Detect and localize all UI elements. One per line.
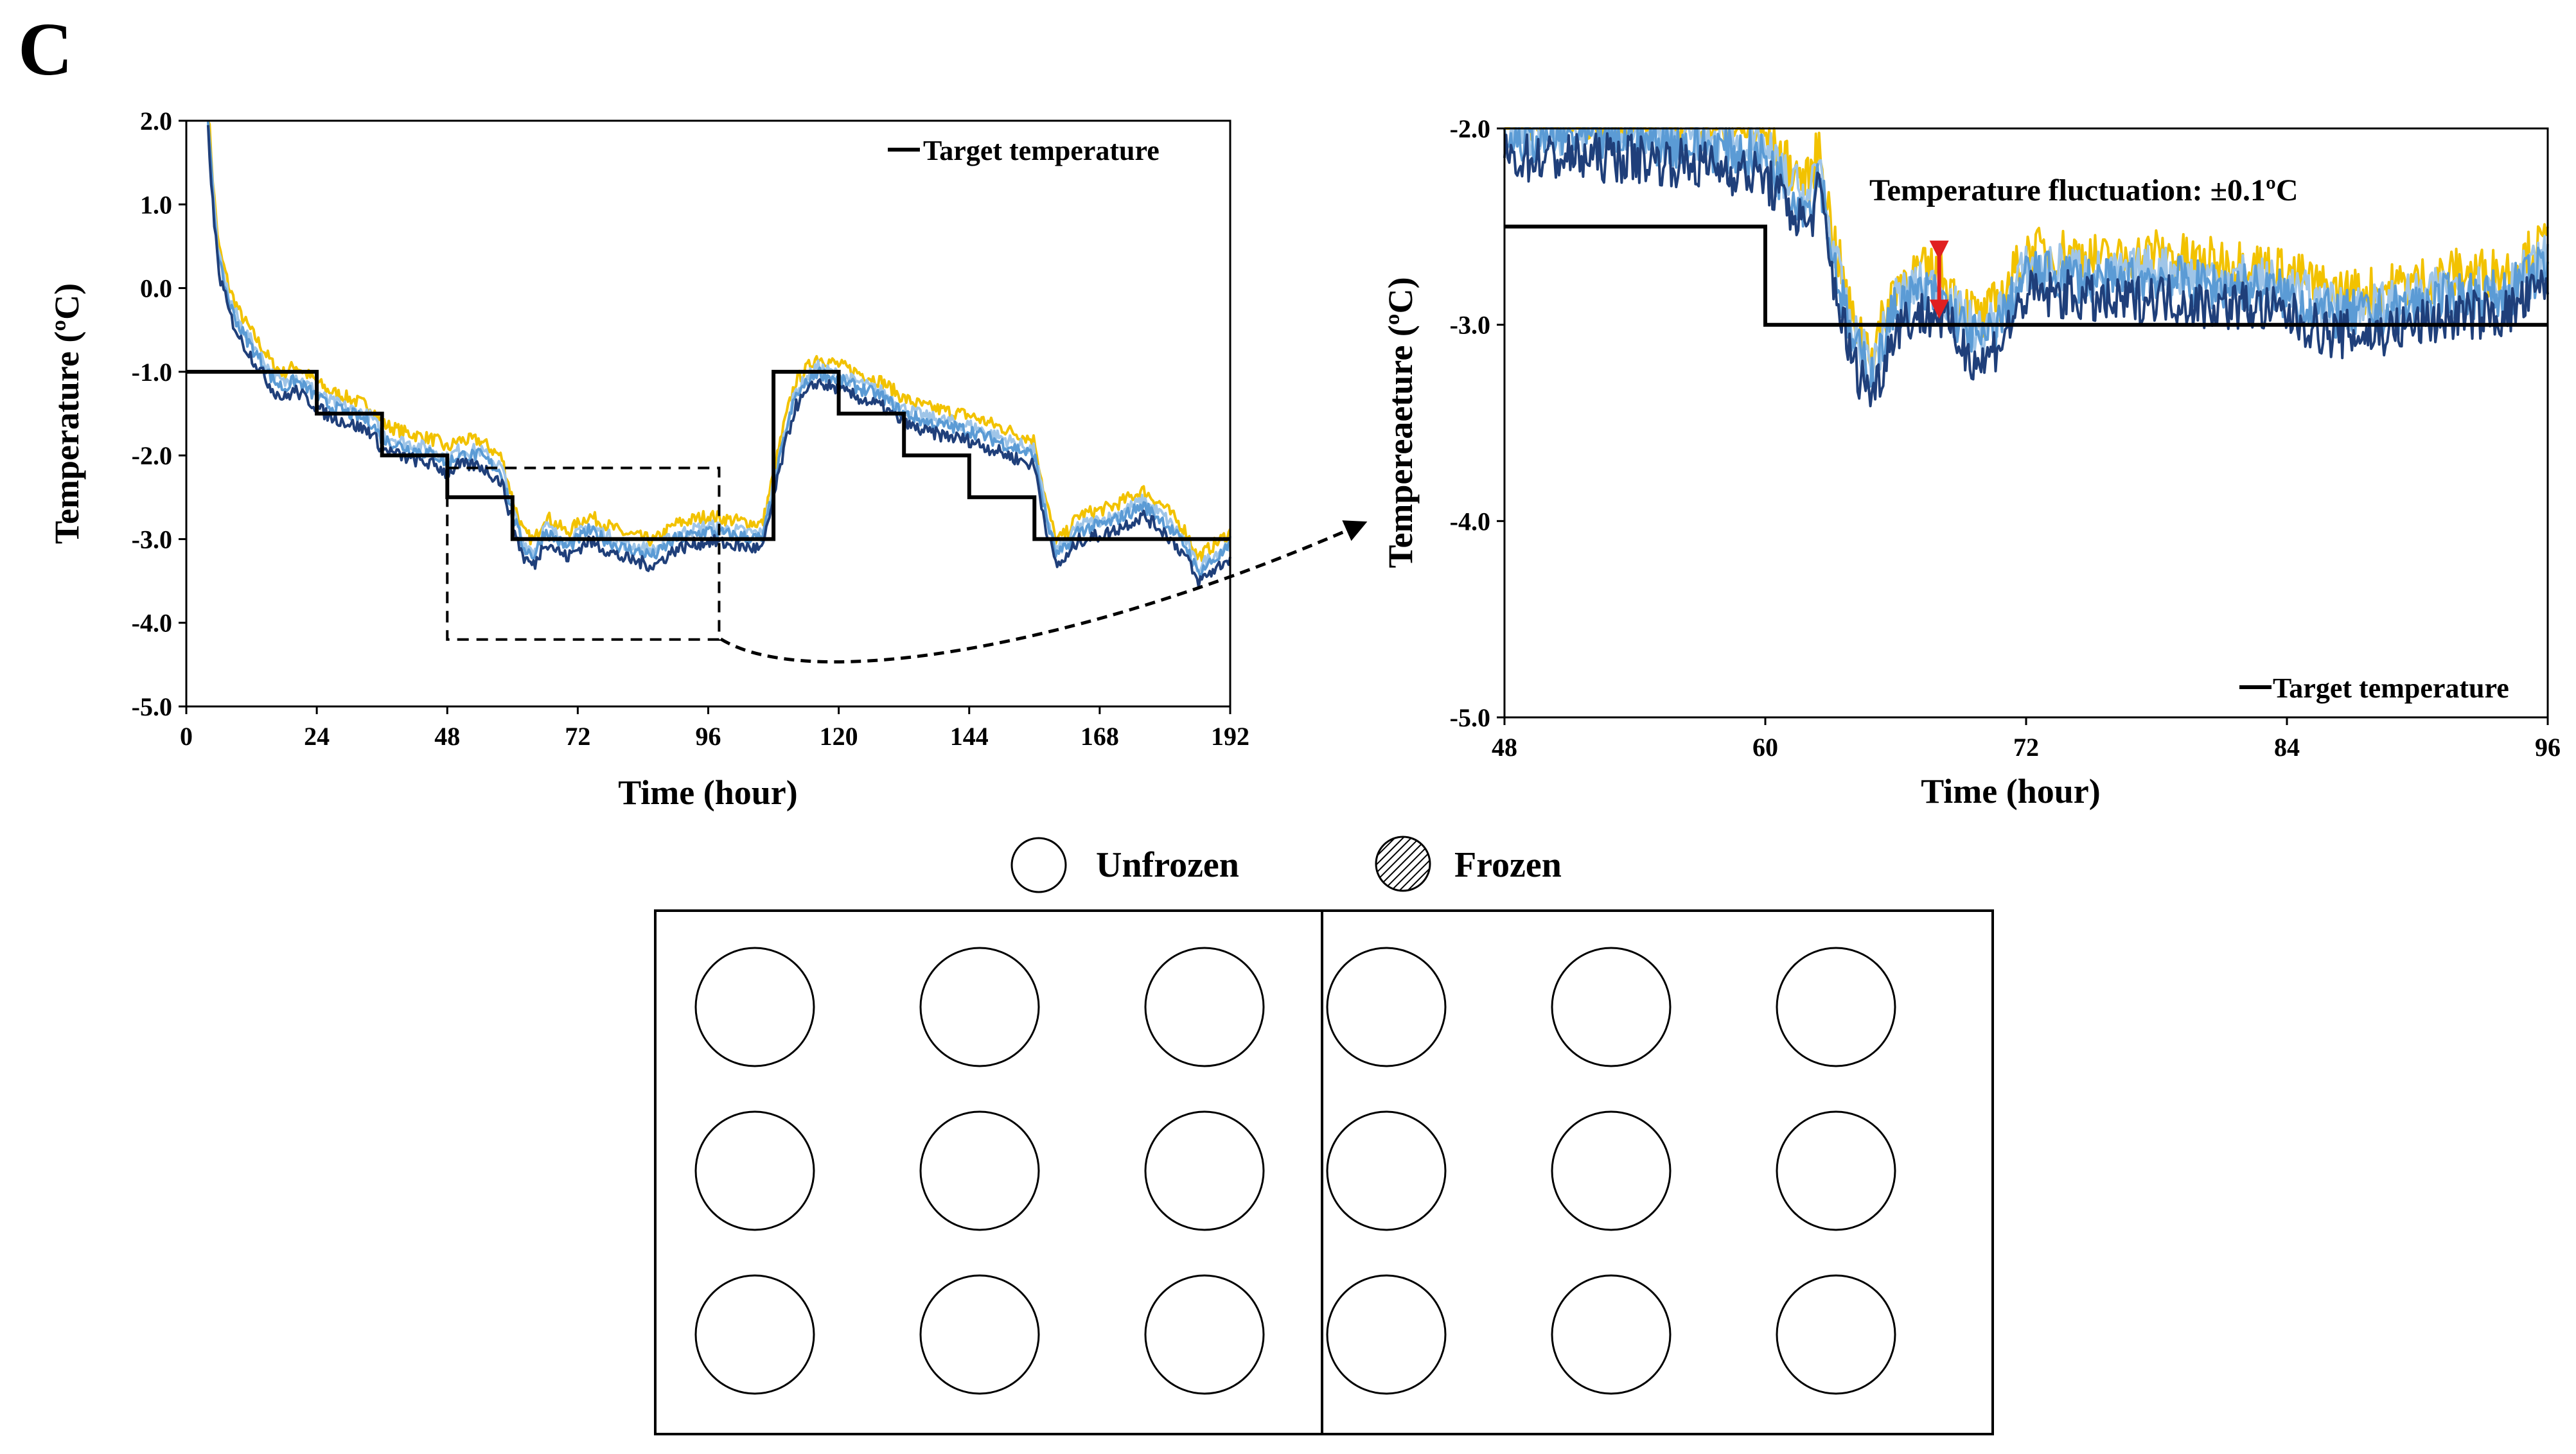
well-unfrozen — [1326, 947, 1447, 1067]
well-unfrozen — [1551, 1110, 1672, 1231]
chart-zoomed: -2.0 -3.0 -4.0 -5.0 48 60 72 84 96 Tempereaetur… — [1381, 114, 2561, 810]
well-unfrozen — [1551, 1274, 1672, 1395]
well-unfrozen — [919, 1274, 1040, 1395]
y-axis-label: Temperature (ºC) — [48, 283, 86, 544]
target-temperature-line — [1504, 224, 2548, 327]
y-tick-label: -3.0 — [1450, 311, 1490, 340]
x-tick-label: 72 — [565, 722, 590, 751]
well-unfrozen — [694, 947, 815, 1067]
x-axis-ticks: 0 24 48 72 96 120 144 168 192 — [180, 706, 1249, 751]
x-axis-label: Time (hour) — [1921, 772, 2101, 810]
x-tick-label: 48 — [434, 722, 460, 751]
x-tick-label: 0 — [180, 722, 193, 751]
y-tick-label: 0.0 — [140, 274, 172, 303]
well-unfrozen — [919, 947, 1040, 1067]
well-unfrozen — [1144, 947, 1265, 1067]
well-unfrozen — [1776, 1110, 1896, 1231]
target-temperature-line — [186, 369, 1230, 541]
y-axis-ticks: 2.0 1.0 0.0 -1.0 -2.0 -3.0 -4.0 -5.0 — [132, 107, 186, 721]
sample-plate — [654, 909, 1994, 1435]
legend: Target temperature — [888, 135, 1160, 166]
y-tick-label: -4.0 — [1450, 507, 1490, 536]
well-unfrozen — [919, 1110, 1040, 1231]
x-tick-label: 168 — [1081, 722, 1119, 751]
measured-series-group — [206, 120, 1231, 589]
y-tick-label: -5.0 — [1450, 703, 1490, 732]
well-unfrozen — [1776, 947, 1896, 1067]
measured-series-line — [1503, 127, 2549, 394]
chart-overview: 2.0 1.0 0.0 -1.0 -2.0 -3.0 -4.0 -5.0 0 24 48 72 96 1… — [48, 107, 1368, 812]
x-tick-label: 192 — [1211, 722, 1249, 751]
y-tick-label: -2.0 — [132, 441, 172, 470]
y-tick-label: 2.0 — [140, 107, 172, 136]
well-unfrozen — [1144, 1110, 1265, 1231]
measured-series-line — [206, 121, 1231, 572]
legend-label: Target temperature — [923, 135, 1160, 166]
y-tick-label: -3.0 — [132, 525, 172, 554]
legend: Target temperature — [2239, 672, 2509, 704]
y-tick-label: -1.0 — [132, 358, 172, 387]
fluctuation-annotation: Temperature fluctuation: ±0.1ºC — [1869, 173, 2298, 207]
plate-legend: Unfrozen Frozen — [1010, 836, 1562, 893]
y-tick-label: -5.0 — [132, 692, 172, 721]
x-tick-label: 96 — [696, 722, 721, 751]
x-tick-label: 72 — [2013, 733, 2039, 762]
frozen-legend-label: Frozen — [1454, 845, 1562, 885]
x-tick-label: 60 — [1752, 733, 1778, 762]
y-tick-label: -2.0 — [1450, 114, 1490, 143]
x-tick-label: 96 — [2535, 733, 2561, 762]
y-axis-ticks: -2.0 -3.0 -4.0 -5.0 — [1450, 114, 1504, 732]
unfrozen-legend-marker — [1010, 837, 1067, 893]
well-unfrozen — [1326, 1110, 1447, 1231]
y-tick-label: 1.0 — [140, 190, 172, 219]
x-axis-label: Time (hour) — [618, 773, 798, 812]
x-tick-label: 120 — [820, 722, 858, 751]
zoom-arrow — [719, 520, 1368, 664]
well-unfrozen — [1776, 1274, 1896, 1395]
zoom-region-box — [446, 466, 721, 641]
well-unfrozen — [694, 1110, 815, 1231]
measured-series-line — [1503, 132, 2549, 408]
unfrozen-legend-label: Unfrozen — [1096, 845, 1239, 885]
x-tick-label: 48 — [1492, 733, 1517, 762]
well-unfrozen — [1326, 1274, 1447, 1395]
y-axis-label: Tempereaeture (ºC) — [1381, 277, 1420, 568]
well-unfrozen — [1551, 947, 1672, 1067]
y-tick-label: -4.0 — [132, 609, 172, 638]
plate-wells — [694, 947, 1896, 1395]
well-unfrozen — [1144, 1274, 1265, 1395]
x-tick-label: 144 — [950, 722, 989, 751]
legend-label: Target temperature — [2273, 672, 2509, 704]
target-series-group — [1504, 224, 2548, 327]
measured-series-group — [1503, 127, 2549, 408]
plot-area — [1503, 127, 2549, 719]
x-tick-label: 84 — [2274, 733, 2300, 762]
frozen-legend-marker — [1375, 836, 1431, 892]
plate-outline — [654, 909, 1994, 1435]
x-tick-label: 24 — [304, 722, 330, 751]
panel-label: C — [18, 7, 73, 91]
well-unfrozen — [694, 1274, 815, 1395]
target-series-group — [186, 369, 1230, 541]
x-axis-ticks: 48 60 72 84 96 — [1492, 717, 2561, 762]
